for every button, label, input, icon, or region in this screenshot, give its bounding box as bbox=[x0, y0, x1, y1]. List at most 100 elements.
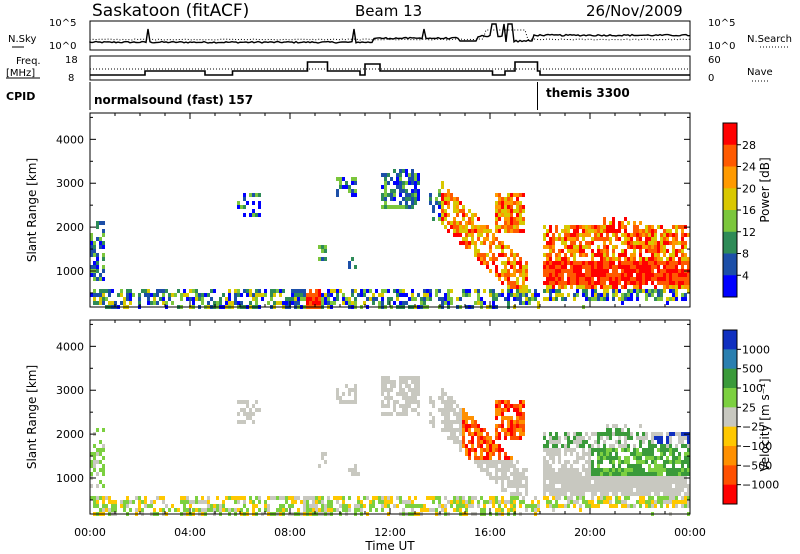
power-cell bbox=[681, 241, 684, 245]
velocity-cell bbox=[348, 504, 351, 508]
power-cell bbox=[150, 293, 153, 297]
velocity-cell bbox=[444, 408, 447, 412]
velocity-cell bbox=[222, 504, 225, 508]
power-cell bbox=[447, 193, 450, 197]
velocity-cell bbox=[354, 384, 357, 388]
power-cell bbox=[660, 269, 663, 273]
velocity-cell bbox=[408, 388, 411, 392]
velocity-cell bbox=[456, 436, 459, 440]
velocity-cell bbox=[669, 460, 672, 464]
y-tick-label: 4000 bbox=[56, 133, 84, 146]
velocity-cell bbox=[669, 436, 672, 440]
velocity-cell bbox=[642, 460, 645, 464]
velocity-cell bbox=[234, 500, 237, 504]
velocity-cell bbox=[606, 488, 609, 492]
power-cell bbox=[651, 249, 654, 253]
power-cell bbox=[591, 237, 594, 241]
power-cell bbox=[444, 213, 447, 217]
power-cell bbox=[258, 193, 261, 197]
velocity-cell bbox=[609, 448, 612, 452]
velocity-cell bbox=[627, 496, 630, 500]
velocity-cell bbox=[612, 424, 615, 428]
velocity-cell bbox=[597, 468, 600, 472]
velocity-cell bbox=[237, 412, 240, 416]
power-cell bbox=[507, 261, 510, 265]
power-cell bbox=[384, 173, 387, 177]
velocity-cell bbox=[654, 476, 657, 480]
velocity-cell bbox=[348, 388, 351, 392]
velocity-cell bbox=[654, 432, 657, 436]
velocity-cell bbox=[684, 496, 687, 500]
velocity-cell bbox=[612, 468, 615, 472]
power-cell bbox=[678, 249, 681, 253]
velocity-cell bbox=[156, 496, 159, 500]
power-cell bbox=[462, 205, 465, 209]
power-cell bbox=[387, 289, 390, 293]
velocity-cell bbox=[477, 424, 480, 428]
velocity-cell bbox=[465, 500, 468, 504]
power-cell bbox=[570, 265, 573, 269]
velocity-cell bbox=[666, 484, 669, 488]
velocity-cell bbox=[492, 504, 495, 508]
power-cell bbox=[672, 253, 675, 257]
velocity-cell bbox=[504, 428, 507, 432]
velocity-cell bbox=[123, 508, 126, 512]
velocity-cell bbox=[195, 508, 198, 512]
power-cell bbox=[507, 229, 510, 233]
power-cell bbox=[573, 241, 576, 245]
power-cell bbox=[501, 241, 504, 245]
colorbar-tick-label: 8 bbox=[742, 248, 749, 261]
velocity-cell bbox=[513, 480, 516, 484]
velocity-cell bbox=[615, 484, 618, 488]
velocity-cell bbox=[423, 508, 426, 512]
power-cell bbox=[681, 297, 684, 301]
power-cell bbox=[384, 177, 387, 181]
velocity-cell bbox=[258, 508, 261, 512]
power-cell bbox=[360, 293, 363, 297]
power-cell bbox=[591, 229, 594, 233]
velocity-cell bbox=[297, 508, 300, 512]
velocity-cell bbox=[552, 460, 555, 464]
power-cell bbox=[579, 261, 582, 265]
velocity-cell bbox=[471, 448, 474, 452]
power-cell bbox=[615, 257, 618, 261]
velocity-cell bbox=[654, 500, 657, 504]
velocity-cell bbox=[381, 400, 384, 404]
power-cell bbox=[675, 293, 678, 297]
velocity-cell bbox=[477, 456, 480, 460]
velocity-cell bbox=[507, 428, 510, 432]
power-cell bbox=[630, 245, 633, 249]
power-cell bbox=[477, 297, 480, 301]
velocity-cell bbox=[270, 496, 273, 500]
velocity-cell bbox=[99, 440, 102, 444]
power-cell bbox=[564, 285, 567, 289]
power-cell bbox=[591, 277, 594, 281]
power-cell bbox=[549, 269, 552, 273]
velocity-cell bbox=[657, 500, 660, 504]
velocity-cell bbox=[525, 476, 528, 480]
power-cell bbox=[642, 261, 645, 265]
velocity-cell bbox=[243, 496, 246, 500]
velocity-cell bbox=[255, 496, 258, 500]
velocity-cell bbox=[645, 448, 648, 452]
velocity-cell bbox=[216, 496, 219, 500]
velocity-cell bbox=[441, 420, 444, 424]
power-cell bbox=[555, 265, 558, 269]
velocity-cell bbox=[585, 504, 588, 508]
velocity-cell bbox=[519, 408, 522, 412]
cpid-label: CPID bbox=[6, 90, 35, 103]
power-cell bbox=[615, 285, 618, 289]
velocity-cell bbox=[684, 456, 687, 460]
velocity-cell bbox=[102, 504, 105, 508]
velocity-cell bbox=[111, 504, 114, 508]
power-cell bbox=[294, 301, 297, 305]
velocity-cell bbox=[549, 504, 552, 508]
velocity-cell bbox=[183, 500, 186, 504]
velocity-cell bbox=[525, 480, 528, 484]
power-cell bbox=[510, 261, 513, 265]
velocity-cell bbox=[660, 456, 663, 460]
power-cell bbox=[558, 265, 561, 269]
colorbar-tick-label: 24 bbox=[742, 161, 756, 174]
power-cell bbox=[441, 301, 444, 305]
